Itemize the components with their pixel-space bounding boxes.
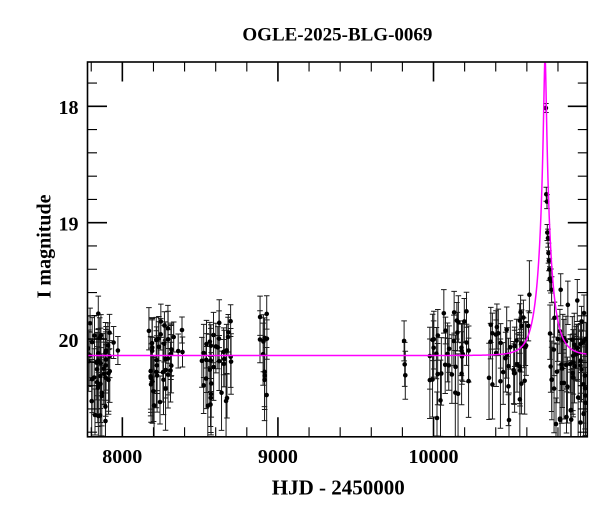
svg-text:HJD - 2450000: HJD - 2450000	[272, 476, 405, 500]
svg-text:8000: 8000	[102, 446, 142, 468]
svg-text:19: 19	[59, 214, 79, 236]
svg-text:20: 20	[59, 330, 79, 352]
svg-text:I magnitude: I magnitude	[34, 194, 56, 298]
svg-text:10000: 10000	[409, 446, 459, 468]
svg-text:9000: 9000	[258, 446, 298, 468]
svg-text:18: 18	[59, 97, 79, 119]
svg-text:OGLE-2025-BLG-0069: OGLE-2025-BLG-0069	[242, 25, 432, 46]
